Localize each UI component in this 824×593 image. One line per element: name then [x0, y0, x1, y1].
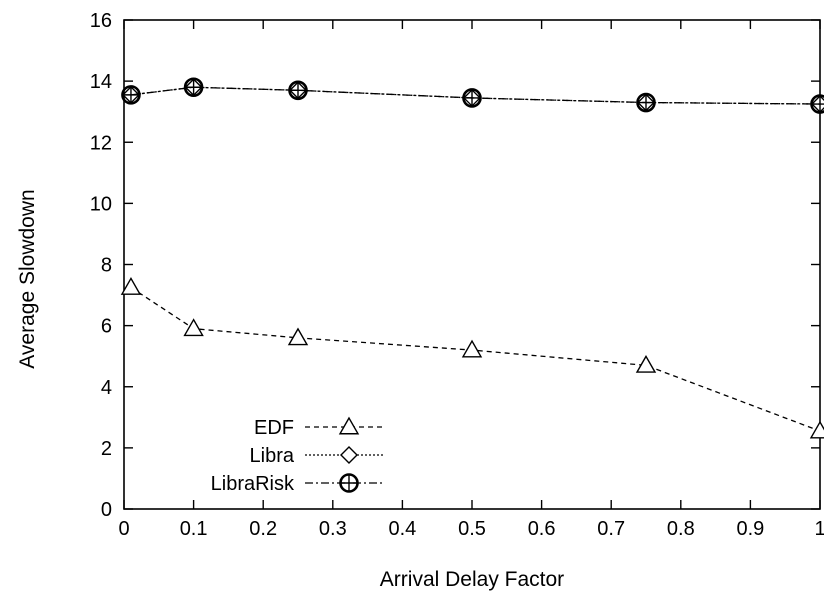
x-tick-label: 0.7 [597, 518, 625, 540]
x-tick-label: 0.9 [736, 518, 764, 540]
x-tick-label: 0.5 [458, 518, 486, 540]
data-point [809, 420, 824, 439]
x-tick-label: 0.1 [180, 518, 208, 540]
series-librarisk [121, 77, 824, 114]
y-tick-label: 6 [101, 316, 112, 338]
legend-item: Libra [250, 445, 385, 467]
triangle-marker-shape [338, 416, 360, 435]
x-axis: 0 0.1 0.2 0.3 0.4 0.5 0.6 0.7 0.8 0.9 1 [118, 20, 824, 540]
triangle-marker-shape [461, 339, 483, 358]
x-tick-label: 0 [118, 518, 129, 540]
x-tick-label: 0.8 [667, 518, 695, 540]
triangle-marker-shape [287, 327, 309, 346]
y-tick-label: 12 [90, 132, 112, 154]
legend-label: LibraRisk [211, 473, 295, 495]
x-tick-label: 1 [814, 518, 824, 540]
y-axis-title: Average Slowdown [16, 189, 39, 368]
legend-item: LibraRisk [211, 473, 385, 495]
data-point [183, 318, 204, 337]
y-axis: 0 2 4 6 8 10 12 14 16 [90, 10, 820, 521]
series-edf [120, 277, 824, 439]
series-layer [120, 77, 824, 439]
legend-marker [338, 416, 360, 435]
data-point [287, 327, 309, 346]
triangle-marker-shape [120, 277, 142, 295]
triangle-marker-shape [183, 318, 204, 337]
legend: EDF Libra LibraRisk [211, 416, 385, 495]
legend-item: EDF [254, 416, 385, 439]
y-tick-label: 10 [90, 193, 112, 215]
data-point [183, 77, 204, 98]
data-point [636, 92, 656, 113]
triangle-marker-shape [635, 354, 657, 373]
diamond-marker-shape [340, 446, 358, 464]
y-tick-label: 0 [101, 499, 112, 521]
series-line [130, 286, 821, 432]
data-point [810, 94, 824, 114]
legend-marker [340, 446, 358, 464]
y-tick-label: 4 [101, 377, 112, 399]
triangle-marker-shape [809, 420, 824, 439]
y-tick-label: 8 [101, 255, 112, 277]
data-point [120, 277, 142, 295]
series-line [130, 86, 821, 105]
data-point [121, 85, 141, 105]
data-point [635, 354, 657, 373]
x-tick-label: 0.4 [388, 518, 416, 540]
x-tick-label: 0.3 [319, 518, 347, 540]
data-point [461, 339, 483, 358]
x-tick-label: 0.6 [528, 518, 556, 540]
y-tick-label: 2 [101, 438, 112, 460]
data-point [288, 80, 308, 101]
y-tick-label: 16 [90, 10, 112, 32]
x-tick-label: 0.2 [249, 518, 277, 540]
legend-label: Libra [250, 445, 295, 467]
y-tick-label: 14 [90, 71, 112, 93]
data-point [462, 88, 482, 108]
x-axis-title: Arrival Delay Factor [380, 568, 564, 591]
legend-label: EDF [254, 417, 294, 439]
legend-marker [339, 473, 359, 493]
